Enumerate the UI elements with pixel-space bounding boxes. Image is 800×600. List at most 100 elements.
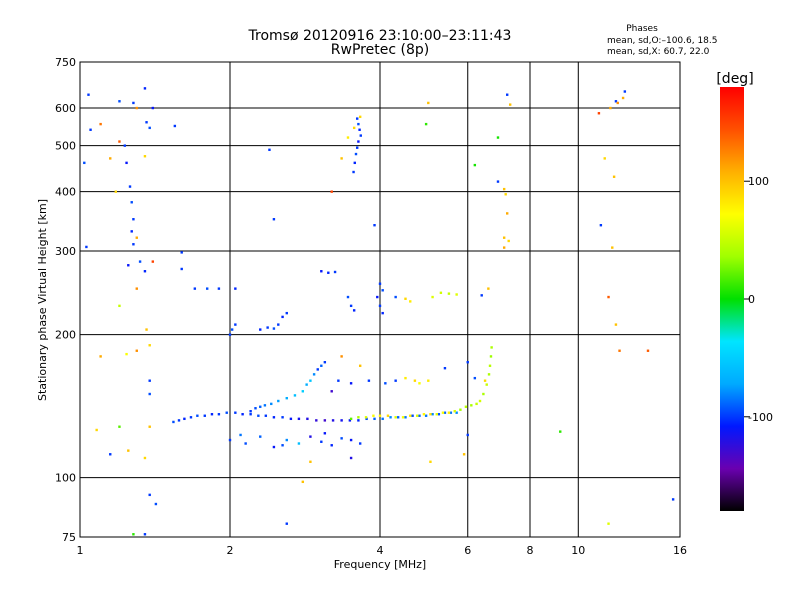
data-point [143,87,147,90]
data-point [123,144,126,147]
y-tick-label: 100 [55,472,76,485]
data-point [611,246,614,249]
data-point [125,352,128,356]
data-point [228,438,232,442]
y-axis-ticks: 75 100 200 300 400 500 600 750 [55,56,76,544]
data-point [504,193,507,196]
data-point [316,368,319,371]
data-point [148,126,151,130]
data-point [217,413,221,416]
data-point [259,328,262,331]
data-point [87,93,90,96]
data-point [508,103,512,106]
chart-title: Tromsø 20120916 23:10:00–23:11:43 [248,28,512,44]
colorbar-tick-label: 100 [748,175,769,188]
data-point [193,287,197,290]
data-point [603,157,606,160]
data-point [132,101,135,105]
data-point [145,121,148,124]
data-point [320,364,323,367]
data-point [424,122,428,126]
data-point [180,251,183,254]
data-point [268,148,271,152]
data-point [272,218,276,221]
data-point [413,379,417,382]
data-point [239,433,242,437]
data-point [482,392,485,396]
data-point [612,175,616,178]
data-point [145,328,148,331]
data-point [340,355,343,358]
data-point [270,402,273,406]
data-point [309,460,312,463]
data-point [473,163,477,167]
data-point [671,498,675,501]
data-point [490,346,493,349]
data-point [618,349,621,352]
data-point [466,361,469,364]
data-point [404,297,407,300]
data-point [429,413,432,416]
data-point [439,291,443,295]
data-point [496,180,500,183]
data-point [378,414,382,417]
data-point [203,414,206,417]
data-point [441,411,445,414]
data-point [352,170,355,174]
data-point [281,416,284,419]
data-point [297,442,301,445]
data-point [478,399,482,403]
data-point [607,295,610,299]
data-point [502,236,506,239]
data-point [473,376,477,380]
data-point [177,419,181,422]
data-point [464,405,468,408]
data-point [365,417,368,421]
data-point [349,382,353,385]
data-point [502,246,506,249]
colorbar-tick-label: 0 [748,293,755,306]
data-point [427,379,430,382]
data-point [118,100,121,103]
legend-line-x: mean, sd,X: 60.7, 22.0 [607,47,710,57]
data-point [151,260,155,263]
data-point [364,416,368,419]
data-point [259,435,262,438]
data-point [293,394,297,397]
data-point [623,90,627,93]
data-point [480,294,483,297]
data-point [285,396,288,400]
data-point [381,417,384,421]
colorbar [720,87,744,511]
data-point [496,136,500,139]
data-point [411,414,414,417]
data-point [357,416,360,419]
data-point [244,442,247,445]
colorbar-tick-label: -100 [748,411,773,424]
data-point [455,411,458,414]
data-point [132,533,135,536]
data-point [109,453,112,456]
data-point [95,428,98,432]
data-point [183,417,186,421]
data-point [148,392,151,396]
data-point [394,416,397,419]
chart-subtitle: RwPretec (8p) [331,42,429,58]
data-point [143,270,147,273]
data-point [353,161,356,165]
data-point [505,93,509,96]
data-point [266,326,269,329]
data-point [263,404,267,407]
data-point [418,382,421,385]
data-point [447,292,451,295]
grid-lines [80,62,680,537]
data-point [230,328,234,331]
data-point [281,315,284,319]
data-point [312,373,316,376]
data-point [148,493,151,497]
data-point [196,414,199,417]
data-point [462,453,466,456]
data-point [466,433,469,437]
data-point [404,416,407,419]
